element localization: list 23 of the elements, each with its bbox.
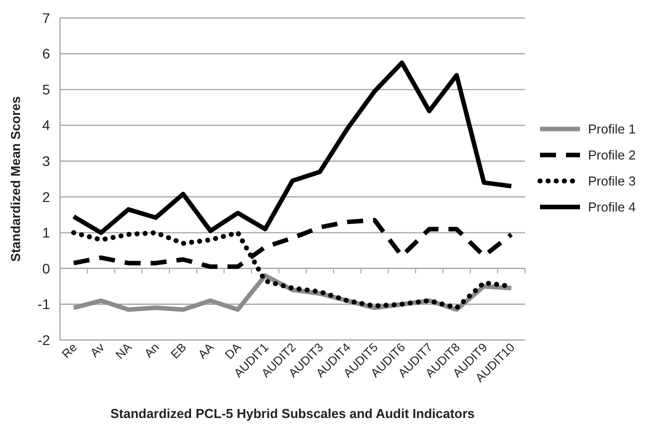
y-tick-label: 1 (42, 224, 50, 241)
legend-label: Profile 3 (588, 174, 636, 189)
x-tick-label: Av (87, 340, 108, 360)
line-series (71, 60, 514, 235)
x-axis-title: Standardized PCL-5 Hybrid Subscales and Audit Indicators (110, 406, 475, 421)
legend-label: Profile 2 (588, 148, 636, 163)
x-tick-label: Re (59, 340, 80, 361)
y-tick-label: 0 (42, 260, 50, 276)
y-axis-title: Standardized Mean Scores (8, 96, 23, 262)
y-tick-label: 7 (42, 10, 50, 26)
y-tick-label: 2 (42, 188, 50, 205)
x-tick-label: AA (195, 340, 217, 362)
x-tick-label: An (142, 340, 162, 361)
x-tick-label: EB (168, 340, 190, 362)
x-tick-label: NA (112, 340, 135, 362)
y-tick-label: 3 (42, 153, 50, 170)
y-tick-label: 6 (42, 46, 50, 62)
legend-label: Profile 1 (588, 122, 636, 137)
legend-label: Profile 4 (588, 200, 636, 215)
y-tick-label: 4 (42, 117, 50, 134)
y-tick-label: 5 (42, 81, 50, 98)
y-tick-label: -2 (38, 332, 50, 348)
y-tick-label: -1 (38, 296, 50, 312)
